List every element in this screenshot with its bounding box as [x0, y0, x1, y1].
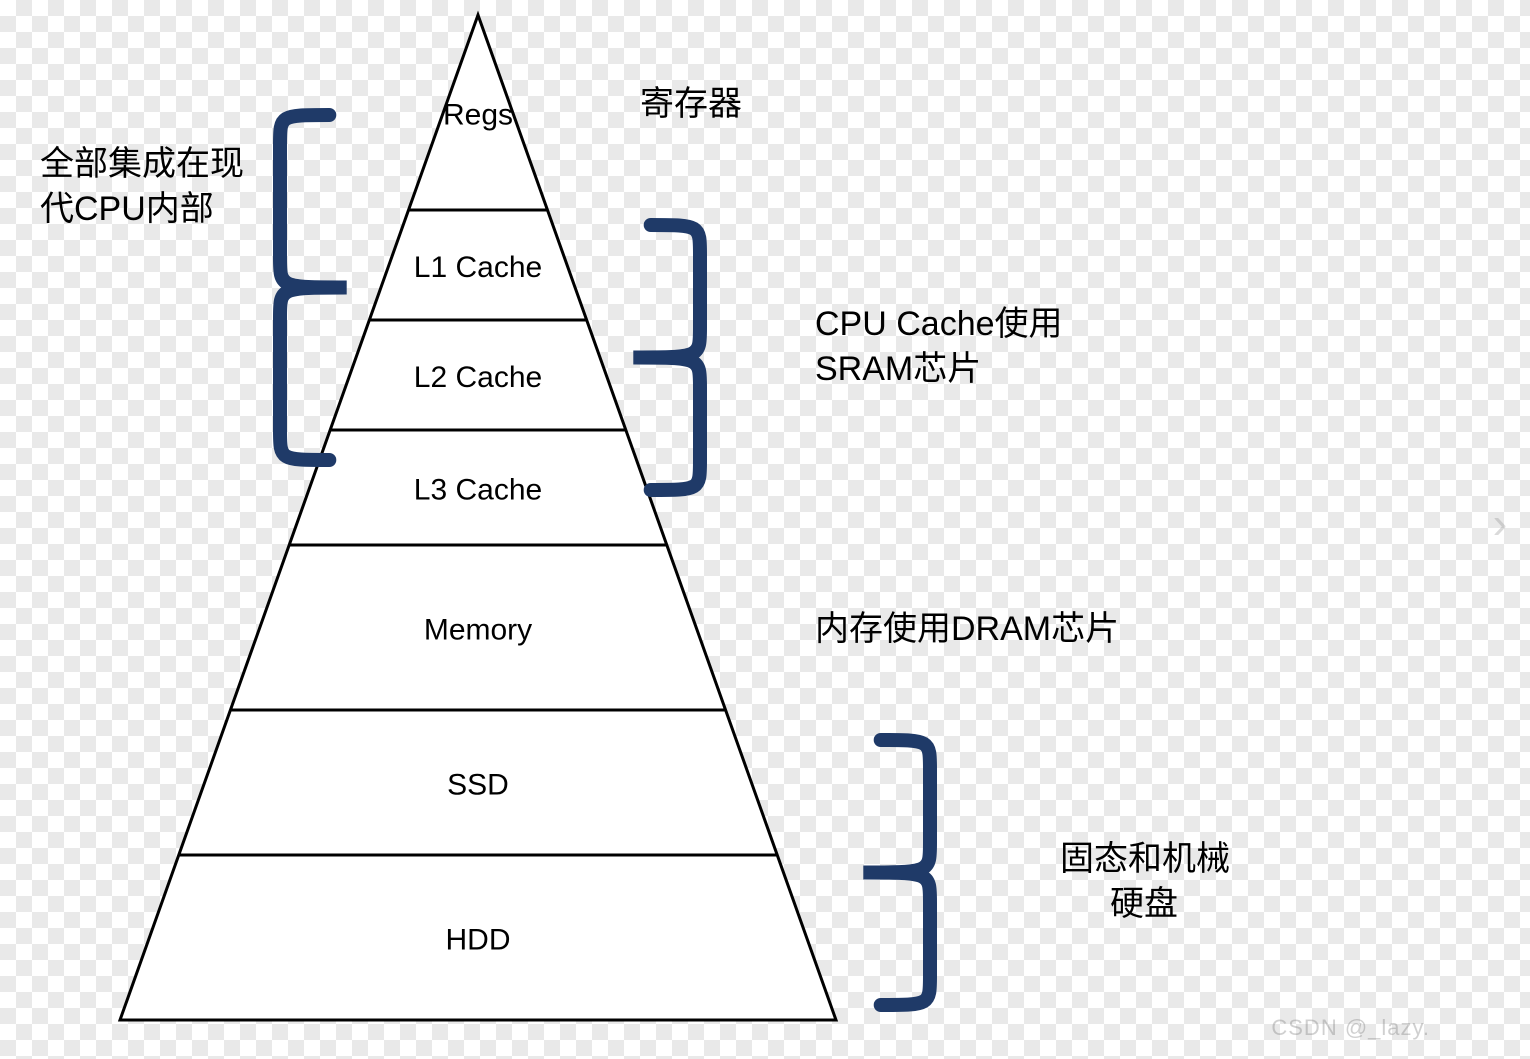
- brace-disk-icon: [863, 740, 930, 1005]
- tier-label: Memory: [424, 614, 532, 647]
- watermark-text: CSDN @_lazy.: [1271, 1015, 1430, 1041]
- label-disk-line2: 硬盘: [1110, 885, 1178, 923]
- tier-label: L2 Cache: [414, 361, 542, 394]
- label-disk-line1: 固态和机械: [1060, 840, 1230, 878]
- label-cpu-internal-line2: 代CPU内部: [40, 190, 214, 228]
- tier-label: Regs: [443, 99, 513, 132]
- label-sram-line2: SRAM芯片: [815, 350, 981, 388]
- label-cpu-internal-line1: 全部集成在现: [40, 145, 244, 183]
- chevron-right-icon[interactable]: ›: [1476, 500, 1524, 548]
- brace-cache-icon: [633, 225, 700, 490]
- label-registers: 寄存器: [640, 85, 742, 123]
- tier-label: L1 Cache: [414, 251, 542, 284]
- label-dram: 内存使用DRAM芯片: [815, 610, 1119, 648]
- memory-hierarchy-diagram: Regs L1 Cache L2 Cache L3 Cache Memory SSD HDD…: [0, 0, 1530, 1059]
- tier-label: HDD: [446, 924, 511, 957]
- tier-label: L3 Cache: [414, 474, 542, 507]
- label-sram-line1: CPU Cache使用: [815, 305, 1063, 343]
- tier-label: SSD: [447, 769, 509, 802]
